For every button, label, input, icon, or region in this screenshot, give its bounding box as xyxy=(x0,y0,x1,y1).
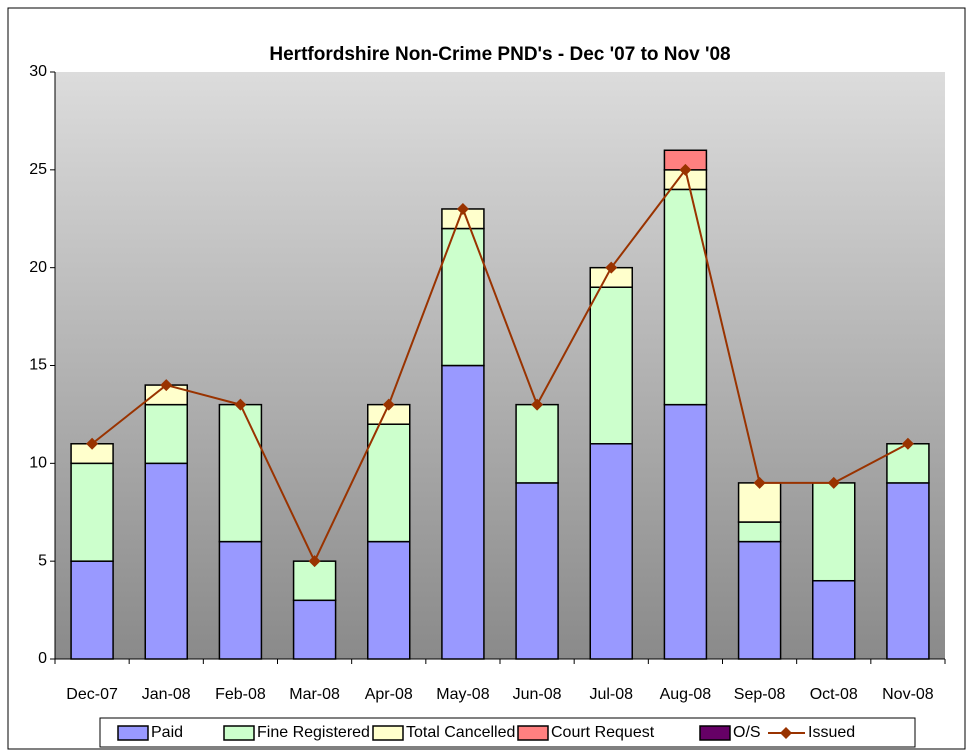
x-tick-label: Mar-08 xyxy=(289,686,340,703)
legend-label: Court Request xyxy=(551,724,655,741)
bar-segment xyxy=(737,521,782,543)
legend-swatch xyxy=(372,725,404,741)
legend-marker xyxy=(780,727,792,739)
bar-segment xyxy=(663,403,708,660)
bar-segment xyxy=(70,560,114,660)
y-tick-label: 15 xyxy=(29,357,47,374)
legend-swatch xyxy=(517,725,549,741)
x-tick-label: Jun-08 xyxy=(513,686,562,703)
bar-segment xyxy=(70,462,114,562)
bar-segment xyxy=(292,599,337,660)
line-marker xyxy=(531,398,544,411)
bar-segment xyxy=(515,403,559,484)
y-tick-label: 0 xyxy=(38,650,47,667)
bar-segment xyxy=(144,403,188,465)
bar-segment xyxy=(886,482,930,660)
bar-segment xyxy=(441,227,485,367)
legend-label: Paid xyxy=(151,724,183,741)
line-marker xyxy=(456,202,469,215)
bar-segment xyxy=(515,482,559,660)
x-tick-label: Nov-08 xyxy=(882,686,934,703)
bar-segment xyxy=(737,540,782,660)
bar-segment xyxy=(663,188,708,406)
y-tick-label: 5 xyxy=(38,552,47,569)
bar-segment xyxy=(218,540,263,660)
bar-segment xyxy=(367,423,411,543)
line-marker xyxy=(827,476,840,489)
y-tick-label: 10 xyxy=(29,455,47,472)
y-tick-label: 25 xyxy=(29,161,47,178)
x-tick-label: Jul-08 xyxy=(589,686,633,703)
x-tick-label: Dec-07 xyxy=(66,686,118,703)
x-tick-label: Feb-08 xyxy=(215,686,266,703)
legend-label: Fine Registered xyxy=(257,724,370,741)
x-tick-label: Aug-08 xyxy=(660,686,712,703)
bar-segment xyxy=(812,579,856,660)
legend-swatch xyxy=(699,725,731,741)
line-series xyxy=(91,167,909,564)
line-marker xyxy=(160,379,173,392)
line-marker xyxy=(308,555,321,568)
line-marker xyxy=(753,476,766,489)
line-marker xyxy=(86,437,99,450)
bar-segment xyxy=(441,364,485,660)
bar-segment xyxy=(144,462,188,660)
legend-label: Issued xyxy=(808,724,855,741)
x-tick-label: Oct-08 xyxy=(810,686,858,703)
line-marker xyxy=(234,398,247,411)
x-tick-label: May-08 xyxy=(436,686,489,703)
legend-label: O/S xyxy=(733,724,761,741)
plot-area xyxy=(55,72,945,659)
bar-segment xyxy=(367,540,411,660)
x-tick-label: Sep-08 xyxy=(734,686,786,703)
bar-segment xyxy=(589,286,633,445)
legend-swatch xyxy=(117,725,149,741)
line-marker xyxy=(382,398,395,411)
x-tick-label: Jan-08 xyxy=(142,686,191,703)
bar-segment xyxy=(589,443,633,660)
y-tick-label: 30 xyxy=(29,63,47,80)
chart-title: Hertfordshire Non-Crime PND's - Dec '07 … xyxy=(269,44,730,65)
x-tick-label: Apr-08 xyxy=(365,686,413,703)
line-marker xyxy=(901,437,914,450)
legend-swatch xyxy=(223,725,255,741)
y-tick-label: 20 xyxy=(29,259,47,276)
bar-segment xyxy=(292,560,337,602)
line-marker xyxy=(679,163,692,176)
bar-segment xyxy=(812,482,856,582)
legend-label: Total Cancelled xyxy=(406,724,515,741)
bar-segment xyxy=(218,403,263,543)
line-marker xyxy=(605,261,618,274)
